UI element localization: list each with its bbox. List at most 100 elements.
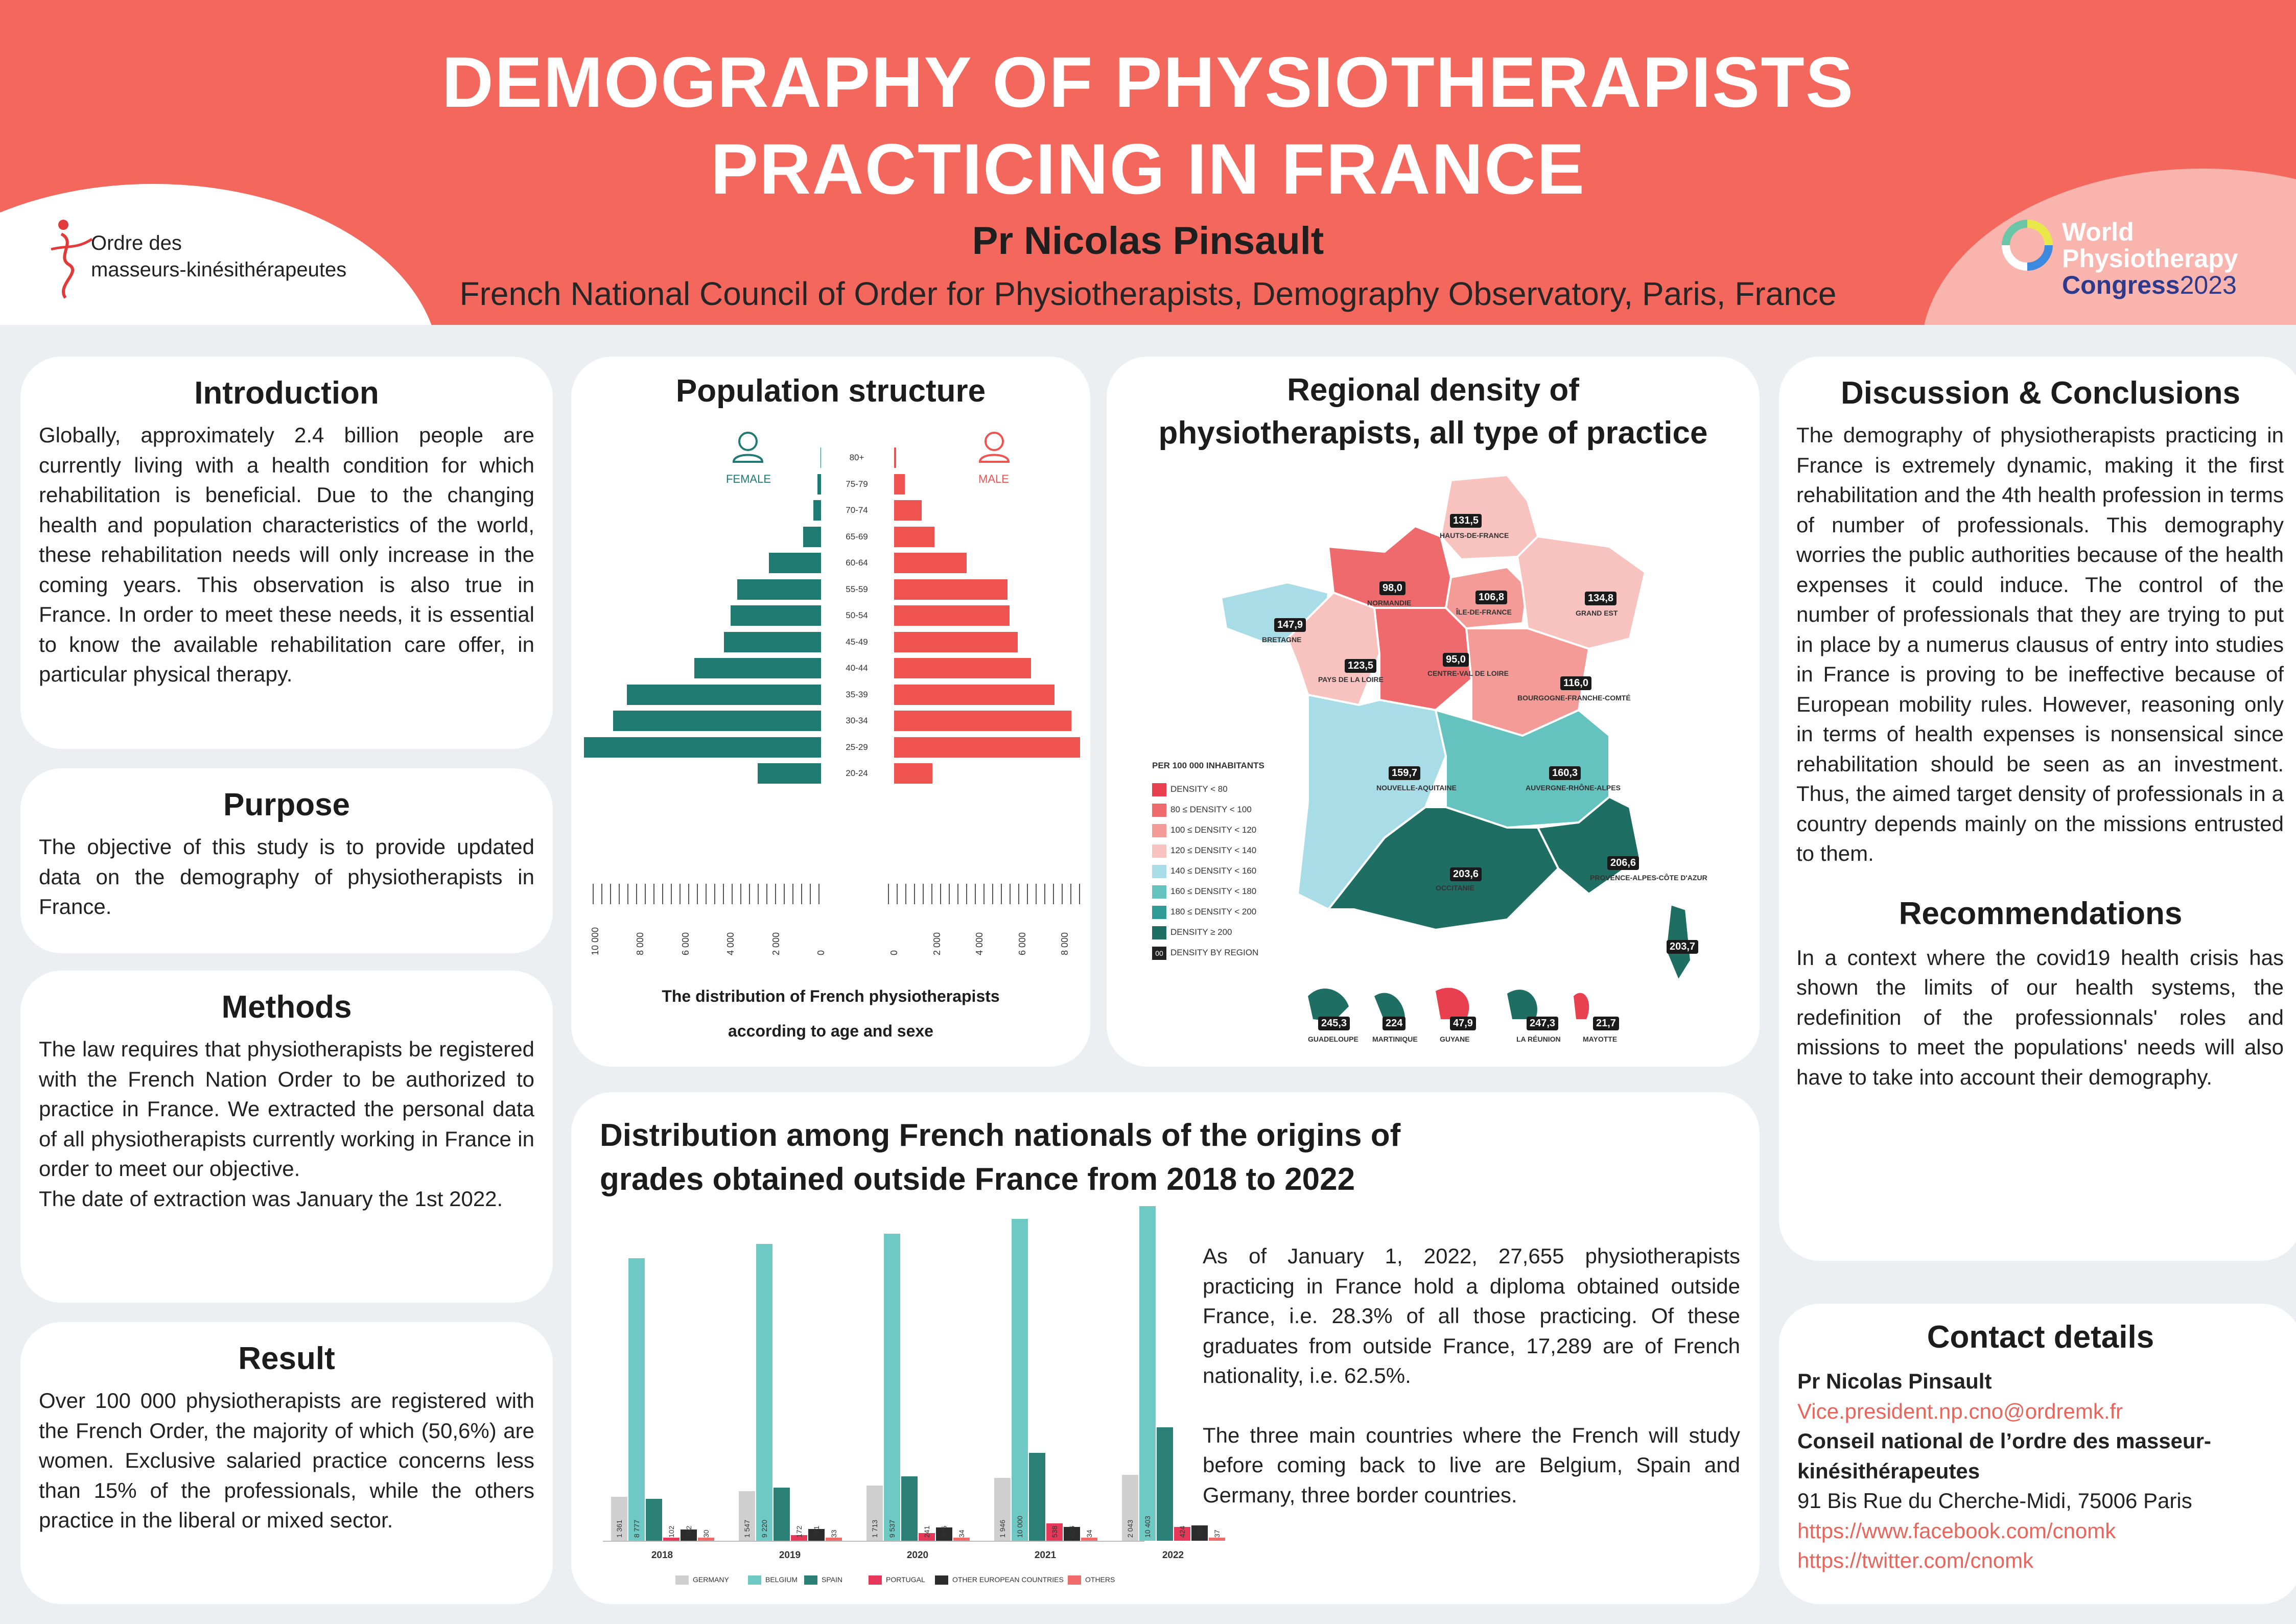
- male-bar-65-69: [894, 526, 935, 547]
- region-normandie: [1327, 525, 1452, 609]
- france-map: [1221, 474, 1693, 1022]
- legend-title: PER 100 000 INHABITANTS: [1152, 761, 1264, 770]
- introduction-text: Globally, approximately 2.4 billion peop…: [39, 423, 534, 686]
- pyramid-tick-label: 0: [816, 950, 826, 955]
- overseas-name: LA RÉUNION: [1516, 1035, 1561, 1043]
- pyramid-tick-label: 0: [889, 950, 899, 955]
- bar-spain-2019: [774, 1487, 790, 1541]
- overseas-name: MARTINIQUE: [1372, 1035, 1418, 1043]
- female-bar-65-69: [803, 526, 821, 547]
- population-caption: The distribution of French physiotherapi…: [571, 979, 1090, 1048]
- bar-value-label: 172: [795, 1525, 803, 1538]
- bar-value-label: 30: [702, 1529, 710, 1538]
- age-label: 25-29: [846, 742, 868, 752]
- bar-others-2018: [698, 1538, 714, 1541]
- population-caption-line2: according to age and sexe: [728, 1022, 933, 1040]
- bar-value-label: 1 946: [998, 1519, 1006, 1538]
- bar-portugal-2022: [1174, 1527, 1190, 1541]
- legend-row: 80 ≤ DENSITY < 100: [1152, 802, 1252, 817]
- legend-region-label: DENSITY BY REGION: [1170, 948, 1259, 957]
- contact-panel: Contact details Pr Nicolas Pinsault Vice…: [1779, 1304, 2296, 1604]
- bar-value-label: 10 000: [1016, 1516, 1024, 1538]
- distribution-text1: As of January 1, 2022, 27,655 physiother…: [1203, 1244, 1740, 1387]
- age-label: 70-74: [846, 505, 868, 515]
- pyramid-tick-label: 6 000: [680, 932, 691, 955]
- region-density-value: 159,7: [1389, 766, 1421, 780]
- male-bar-70-74: [894, 500, 922, 521]
- bar-value-label: 8 777: [632, 1519, 641, 1538]
- bar-other-european-countries-2019: [808, 1528, 825, 1541]
- facebook-link[interactable]: https://www.facebook.com/cnomk: [1797, 1518, 2116, 1543]
- distribution-heading-line2: grades obtained outside France from 2018…: [600, 1162, 1355, 1197]
- pyramid-tick-label: 10 000: [590, 927, 600, 955]
- legend-swatch: [1152, 844, 1166, 858]
- legend-label: DENSITY ≥ 200: [1170, 927, 1232, 937]
- female-bar-60-64: [769, 553, 821, 573]
- pyramid-tick-label: 8 000: [1060, 932, 1070, 955]
- bar-belgium-2022: [1139, 1206, 1156, 1541]
- region-name: BRETAGNE: [1262, 636, 1302, 644]
- bar-spain-2021: [1029, 1453, 1045, 1541]
- order-logo-text: Ordre des masseurs-kinésithérapeutes: [91, 230, 346, 283]
- legend-swatch: [1152, 783, 1166, 796]
- purpose-heading: Purpose: [223, 787, 350, 822]
- purpose-panel: Purpose The objective of this study is t…: [20, 768, 553, 953]
- twitter-link[interactable]: https://twitter.com/cnomk: [1797, 1548, 2034, 1572]
- title-line-2: PRACTICING IN FRANCE: [710, 129, 1586, 209]
- bar-spain-2020: [901, 1476, 918, 1541]
- female-icon: [732, 432, 764, 463]
- legend-label: 160 ≤ DENSITY < 180: [1170, 886, 1257, 896]
- bar-value-label: 352: [685, 1525, 693, 1538]
- legend-swatch: [1152, 864, 1166, 878]
- pyramid-tick-label: 2 000: [770, 932, 781, 955]
- bar-germany-2018: [611, 1497, 627, 1541]
- overseas-density-value: 247,3: [1527, 1017, 1559, 1030]
- female-label: FEMALE: [725, 473, 771, 485]
- region-name: PAYS DE LA LOIRE: [1318, 675, 1384, 684]
- male-bar-80+: [894, 448, 897, 468]
- legend-label: 100 ≤ DENSITY < 120: [1170, 825, 1257, 835]
- bar-belgium-2020: [884, 1234, 900, 1541]
- year-label: 2022: [1162, 1550, 1184, 1561]
- contact-name: Pr Nicolas Pinsault: [1797, 1369, 1992, 1393]
- male-bar-75-79: [894, 474, 905, 495]
- pyramid-tick-label: 2 000: [931, 932, 942, 955]
- bar-spain-2022: [1157, 1427, 1173, 1541]
- legend-label: 180 ≤ DENSITY < 200: [1170, 907, 1257, 916]
- legend-row: 100 ≤ DENSITY < 120: [1152, 822, 1256, 838]
- age-label: 30-34: [846, 716, 868, 725]
- legend-swatch: [1152, 803, 1166, 817]
- chart-legend-item: OTHER EUROPEAN COUNTRIES: [935, 1575, 1064, 1585]
- bar-value-label: 538: [1050, 1525, 1059, 1538]
- region-density-value: 98,0: [1379, 581, 1405, 595]
- region-density-value: 147,9: [1274, 618, 1306, 632]
- chart-legend-label: SPAIN: [822, 1575, 842, 1584]
- bar-germany-2022: [1122, 1475, 1138, 1541]
- legend-row: 120 ≤ DENSITY < 140: [1152, 843, 1256, 858]
- chart-legend-item: OTHERS: [1068, 1575, 1115, 1585]
- female-bar-25-29: [583, 737, 821, 758]
- age-label: 75-79: [846, 479, 868, 489]
- bar-value-label: 1 713: [871, 1519, 879, 1538]
- world-physiotherapy-logo-text: World Physiotherapy Congress2023: [2062, 219, 2238, 298]
- bar-portugal-2019: [791, 1535, 807, 1541]
- contact-address: 91 Bis Rue du Cherche-Midi, 75006 Paris: [1797, 1489, 2192, 1513]
- region-density-value: 134,8: [1585, 592, 1617, 605]
- contact-email-link[interactable]: Vice.president.np.cno@ordremk.fr: [1797, 1399, 2123, 1423]
- region-pays-de-la-loire: [1286, 591, 1381, 707]
- overseas-density-value: 47,9: [1450, 1017, 1476, 1030]
- chart-legend-item: BELGIUM: [748, 1575, 798, 1585]
- discussion-text: The demography of physiotherapists pract…: [1796, 423, 2284, 865]
- bar-value-label: 9 220: [760, 1519, 768, 1538]
- bar-value-label: 2 043: [1126, 1519, 1134, 1538]
- region-density-value: 206,6: [1607, 856, 1639, 870]
- methods-heading: Methods: [221, 990, 352, 1025]
- female-bar-45-49: [723, 631, 821, 652]
- bar-other-european-countries-2018: [681, 1529, 697, 1541]
- age-label: 80+: [849, 453, 864, 462]
- bar-value-label: 424: [1178, 1525, 1186, 1538]
- male-bar-55-59: [894, 579, 1008, 600]
- chart-legend-item: PORTUGAL: [869, 1575, 925, 1585]
- introduction-heading: Introduction: [194, 375, 379, 411]
- legend-row: DENSITY < 80: [1152, 782, 1228, 797]
